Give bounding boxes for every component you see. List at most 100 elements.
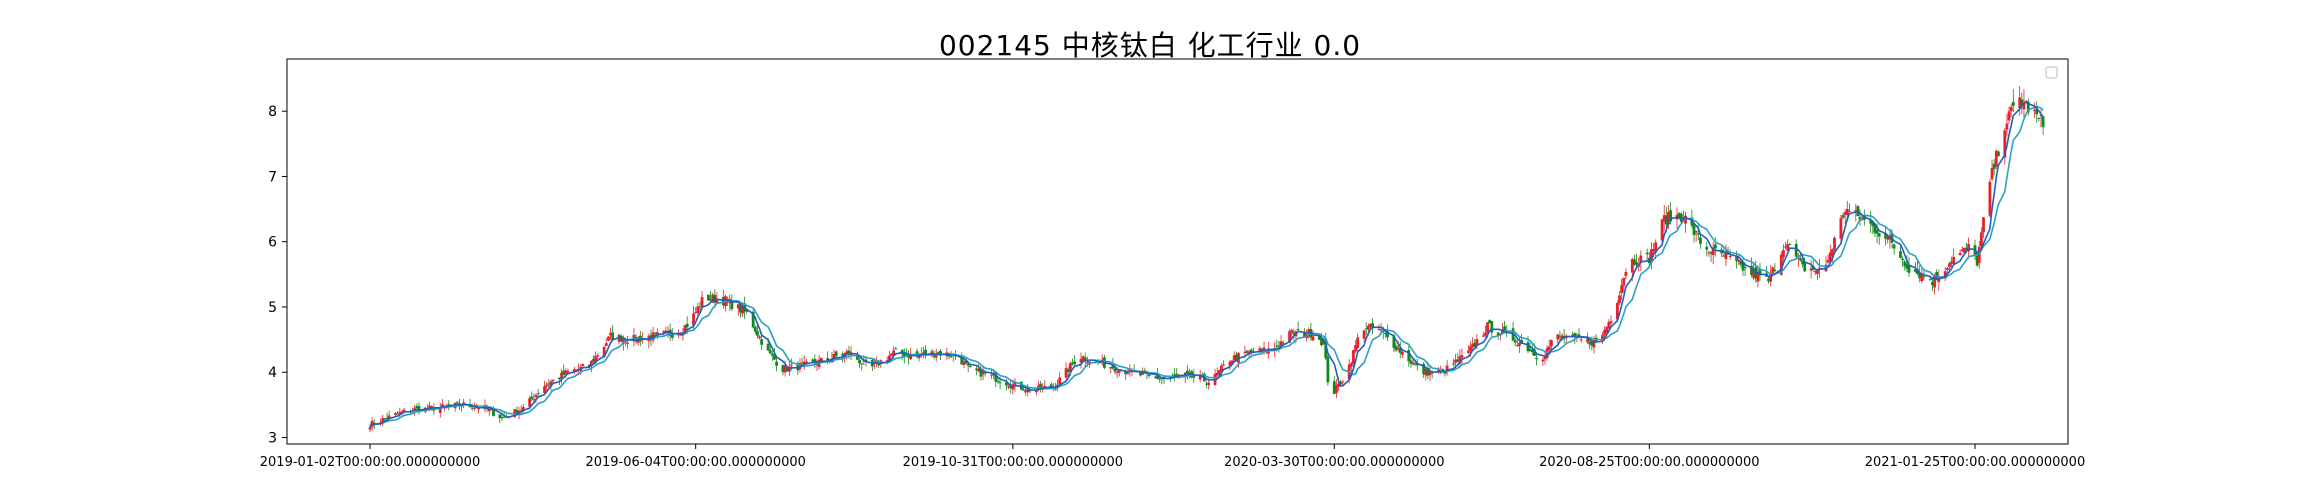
candle-body [1496, 332, 1500, 336]
candle-body [998, 382, 1002, 384]
candle-body [1398, 348, 1402, 353]
candle-body [1473, 342, 1477, 347]
candle-body [1773, 269, 1777, 272]
candle-body [1518, 342, 1521, 346]
candle-body [1888, 236, 1892, 240]
candle-body [1696, 233, 1700, 235]
candle-body [1639, 255, 1643, 262]
candle-body [1931, 281, 1934, 286]
candle-body [1635, 262, 1638, 265]
candle-body [751, 311, 755, 328]
candle-body [1630, 259, 1634, 273]
candle-body [475, 407, 478, 409]
candle-body [1801, 260, 1804, 265]
candle-body [1586, 338, 1589, 343]
candle-body [1645, 252, 1649, 255]
candle-body [917, 354, 921, 358]
x-tick-label: 2019-10-31T00:00:00.000000000 [903, 455, 1123, 470]
candle-body [1796, 257, 1800, 259]
candle-body [575, 369, 578, 371]
candle-body [500, 417, 504, 419]
x-tick-label: 2019-01-02T00:00:00.000000000 [260, 455, 480, 470]
candle-body [1469, 346, 1472, 351]
candle-body [905, 354, 908, 356]
candle-body [685, 323, 689, 328]
candle-body [758, 336, 761, 338]
candle-body [977, 368, 981, 372]
candle-body [1737, 260, 1741, 262]
candle-body [860, 363, 864, 365]
candle-body [2018, 97, 2022, 109]
candle-body [1858, 216, 1862, 221]
candle-body [1503, 326, 1506, 332]
candle-body [2020, 99, 2024, 105]
candle-body [1990, 168, 1994, 180]
candle-body [662, 331, 666, 333]
candle-body [1933, 274, 1936, 288]
candle-body [1592, 340, 1596, 348]
candle-body [1873, 223, 1877, 233]
candle-body [1422, 363, 1426, 375]
candle-body [1192, 375, 1196, 378]
candle-body [1371, 323, 1374, 329]
candle-body [1579, 339, 1583, 341]
candle-body [1782, 250, 1785, 258]
candle-body [1475, 339, 1479, 346]
candle-body [2007, 111, 2011, 121]
candle-body [1071, 362, 1074, 364]
candle-body [394, 413, 397, 415]
candle-body [815, 364, 819, 366]
candle-body [813, 359, 817, 364]
candle-body [1601, 335, 1604, 341]
candle-body [638, 335, 642, 342]
candle-body [1113, 368, 1117, 372]
candle-body [1615, 302, 1619, 320]
candle-body [700, 297, 704, 308]
candle-body [1556, 334, 1560, 340]
y-tick-label: 4 [268, 365, 277, 381]
candle-body [1456, 359, 1460, 362]
candle-body [1383, 332, 1387, 334]
candle-body [2033, 109, 2037, 112]
candle-body [753, 326, 757, 332]
candle-body [626, 342, 629, 344]
candle-body [1667, 212, 1670, 225]
candle-body [909, 353, 913, 360]
candle-body [655, 332, 659, 336]
candle-body [966, 363, 970, 366]
candle-body [698, 306, 702, 308]
candle-body [536, 393, 540, 395]
x-tick-label: 2020-03-30T00:00:00.000000000 [1224, 455, 1444, 470]
candle-body [1320, 338, 1323, 346]
candle-body [834, 351, 838, 357]
candle-body [1041, 387, 1045, 389]
y-tick-label: 6 [268, 235, 277, 251]
candle-body [1409, 360, 1413, 364]
candle-body [1892, 244, 1896, 249]
candle-body [398, 411, 402, 414]
candle-body [1011, 384, 1015, 390]
candle-body [519, 410, 523, 412]
candle-body [858, 359, 861, 364]
candle-body [1620, 285, 1624, 294]
candle-body [711, 294, 715, 303]
candle-body [1026, 387, 1030, 393]
candle-body [934, 354, 938, 358]
candle-body [1603, 329, 1607, 336]
candle-body [811, 359, 815, 362]
candle-body [1605, 327, 1609, 333]
candle-body [560, 372, 563, 379]
candle-body [1139, 371, 1142, 376]
candle-body [1083, 357, 1087, 361]
candle-body [2041, 116, 2045, 128]
candle-body [1694, 230, 1698, 233]
candles-group [368, 85, 2045, 433]
candle-body [962, 361, 966, 365]
candle-body [1728, 255, 1732, 257]
candle-body [781, 365, 785, 373]
candle-body [990, 374, 993, 376]
candle-body [696, 306, 700, 314]
candle-body [1275, 345, 1279, 347]
candle-body [939, 350, 942, 356]
candle-body [379, 422, 383, 424]
